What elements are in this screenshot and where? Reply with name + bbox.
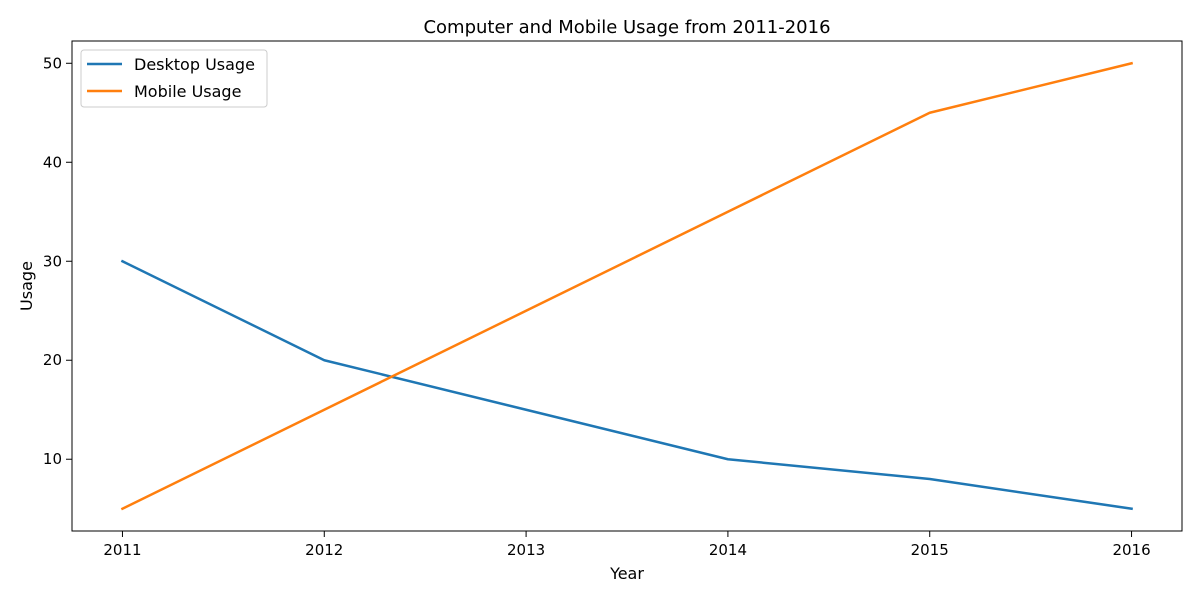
mobile-usage-line <box>120 61 1134 511</box>
x-axis-label: Year <box>609 564 644 583</box>
legend: Desktop Usage Mobile Usage <box>80 49 268 108</box>
series-lines <box>120 61 1134 511</box>
y-tick-label: 40 <box>43 153 62 171</box>
x-tick-label: 2016 <box>1112 541 1150 559</box>
y-tick-label: 30 <box>43 252 62 270</box>
x-axis-ticks: 2011 2012 2013 2014 2015 2016 <box>103 531 1151 559</box>
x-tick-label: 2015 <box>911 541 949 559</box>
x-tick-label: 2012 <box>305 541 343 559</box>
plot-frame <box>71 40 1183 532</box>
legend-mobile-label: Mobile Usage <box>134 82 241 101</box>
y-axis-ticks: 10 20 30 40 50 <box>43 54 72 468</box>
y-tick-label: 10 <box>43 450 62 468</box>
plot-area-group: 2011 2012 2013 2014 2015 2016 10 20 30 40 50 Desk… <box>43 40 1183 559</box>
legend-box <box>80 49 268 108</box>
desktop-usage-line <box>120 259 1133 511</box>
y-axis-label: Usage <box>17 261 36 311</box>
x-tick-label: 2013 <box>507 541 545 559</box>
x-tick-label: 2011 <box>103 541 141 559</box>
chart-title: Computer and Mobile Usage from 2011-2016 <box>423 17 830 38</box>
x-tick-label: 2014 <box>709 541 747 559</box>
legend-desktop-label: Desktop Usage <box>134 55 255 74</box>
y-tick-label: 20 <box>43 351 62 369</box>
y-tick-label: 50 <box>43 54 62 72</box>
